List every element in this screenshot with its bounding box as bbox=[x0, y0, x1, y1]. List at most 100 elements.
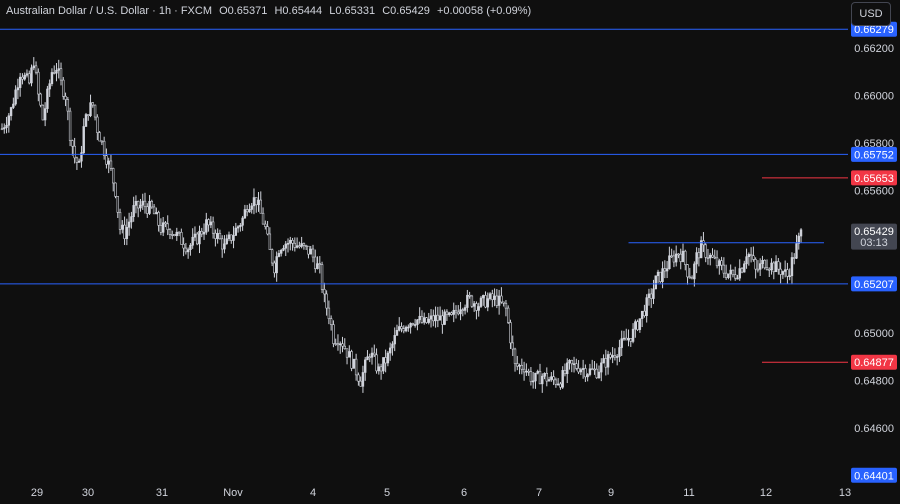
candle-body bbox=[586, 374, 589, 378]
candle-body bbox=[291, 239, 294, 244]
candle-body bbox=[193, 233, 197, 238]
countdown-text: 03:13 bbox=[860, 237, 888, 249]
candle-body bbox=[21, 76, 24, 80]
candle-body bbox=[398, 326, 401, 331]
candle-body bbox=[416, 319, 419, 325]
candle-body bbox=[488, 293, 492, 299]
candle-body bbox=[788, 275, 791, 278]
candle-body bbox=[275, 256, 278, 274]
candle-body bbox=[581, 368, 585, 370]
candle-body bbox=[239, 224, 242, 227]
candle-body bbox=[382, 357, 385, 372]
candle-body bbox=[413, 324, 417, 326]
candle-body bbox=[314, 256, 317, 269]
candle-body bbox=[250, 205, 253, 210]
candle-body bbox=[43, 108, 47, 121]
candle-body bbox=[334, 343, 337, 345]
candle-body bbox=[559, 383, 562, 388]
candle-body bbox=[743, 263, 746, 273]
candle-body bbox=[400, 326, 403, 329]
x-tick-label: 9 bbox=[608, 487, 614, 499]
candle-body bbox=[48, 83, 51, 90]
candle-body bbox=[463, 307, 467, 311]
candle-body bbox=[790, 257, 794, 277]
ohlc-high: H0.65444 bbox=[274, 5, 323, 17]
candle-body bbox=[191, 236, 194, 246]
candle-body bbox=[763, 260, 766, 269]
candle-body bbox=[300, 243, 303, 247]
candle-body bbox=[768, 269, 771, 271]
candle-body bbox=[127, 221, 131, 228]
candle-body bbox=[486, 298, 489, 308]
candle-body bbox=[304, 245, 308, 247]
candle-body bbox=[693, 263, 696, 280]
candle-body bbox=[363, 359, 367, 373]
candle-body bbox=[677, 253, 680, 256]
candle-body bbox=[454, 309, 458, 313]
candle-body bbox=[718, 260, 721, 267]
candle-body bbox=[645, 297, 648, 317]
candle-body bbox=[121, 224, 124, 230]
candle-body bbox=[634, 321, 637, 330]
candle-body bbox=[64, 96, 67, 100]
candle-body bbox=[765, 267, 769, 270]
candle-body bbox=[513, 348, 517, 364]
candle-body bbox=[386, 352, 390, 364]
candle-body bbox=[418, 315, 421, 321]
candle-body bbox=[34, 65, 38, 73]
level-badge-text: 0.65207 bbox=[854, 279, 894, 291]
candle-body bbox=[640, 310, 644, 319]
time-axis-panel bbox=[0, 484, 900, 504]
candle-body bbox=[720, 260, 723, 266]
candle-body bbox=[100, 140, 104, 143]
candle-body bbox=[636, 321, 639, 330]
candle-body bbox=[377, 366, 381, 372]
price-axis-panel bbox=[848, 0, 900, 504]
candle-body bbox=[631, 328, 635, 342]
candle-body bbox=[570, 360, 573, 365]
candle-body bbox=[620, 338, 623, 348]
candle-body bbox=[75, 157, 79, 163]
candle-body bbox=[466, 294, 469, 308]
candle-body bbox=[261, 212, 265, 225]
candle-body bbox=[543, 372, 546, 377]
x-tick-label: 6 bbox=[461, 487, 467, 499]
candle-body bbox=[504, 302, 508, 309]
candle-body bbox=[214, 232, 217, 239]
candle-body bbox=[77, 160, 81, 163]
candle-body bbox=[563, 370, 567, 375]
candle-body bbox=[318, 263, 321, 265]
x-tick-label: 13 bbox=[839, 487, 851, 499]
x-tick-label: 12 bbox=[760, 487, 772, 499]
candle-body bbox=[366, 356, 369, 361]
candle-body bbox=[282, 247, 285, 251]
ohlc-close: C0.65429 bbox=[382, 5, 430, 17]
currency-button[interactable]: USD bbox=[851, 2, 891, 26]
candle-body bbox=[30, 67, 33, 84]
candle-body bbox=[343, 345, 346, 350]
candle-body bbox=[618, 347, 621, 357]
candle-body bbox=[643, 310, 646, 317]
x-tick-label: 30 bbox=[82, 487, 94, 499]
candle-body bbox=[595, 368, 598, 379]
x-tick-label: 5 bbox=[384, 487, 390, 499]
candle-body bbox=[216, 233, 219, 239]
candle-body bbox=[427, 318, 430, 323]
x-tick-label: 31 bbox=[156, 487, 168, 499]
candle-body bbox=[55, 69, 58, 74]
x-tick-label: Nov bbox=[223, 487, 243, 499]
candle-body bbox=[625, 337, 628, 341]
candle-body bbox=[361, 372, 365, 387]
candle-body bbox=[740, 268, 744, 273]
candle-body bbox=[491, 293, 494, 300]
candle-body bbox=[536, 371, 539, 374]
candle-body bbox=[681, 250, 685, 262]
candle-body bbox=[395, 330, 399, 336]
candle-body bbox=[749, 254, 753, 257]
candle-body bbox=[375, 354, 378, 372]
candle-body bbox=[556, 383, 560, 386]
candle-body bbox=[436, 314, 440, 321]
candle-body bbox=[756, 268, 760, 271]
candle-body bbox=[225, 238, 228, 245]
